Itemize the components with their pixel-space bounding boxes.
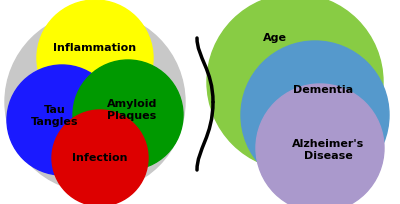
- Circle shape: [241, 41, 389, 189]
- Text: Dementia: Dementia: [293, 85, 353, 95]
- Circle shape: [256, 84, 384, 204]
- Circle shape: [73, 60, 183, 170]
- Circle shape: [37, 0, 153, 116]
- Text: Inflammation: Inflammation: [54, 43, 136, 53]
- Text: Alzheimer's
Disease: Alzheimer's Disease: [292, 139, 364, 161]
- Text: Age: Age: [263, 33, 287, 43]
- Circle shape: [207, 0, 383, 170]
- Text: Amyloid
Plaques: Amyloid Plaques: [107, 99, 157, 121]
- Circle shape: [52, 110, 148, 204]
- Circle shape: [5, 12, 185, 192]
- Text: Infection: Infection: [72, 153, 128, 163]
- Circle shape: [7, 65, 117, 175]
- Text: Tau
Tangles: Tau Tangles: [31, 105, 79, 127]
